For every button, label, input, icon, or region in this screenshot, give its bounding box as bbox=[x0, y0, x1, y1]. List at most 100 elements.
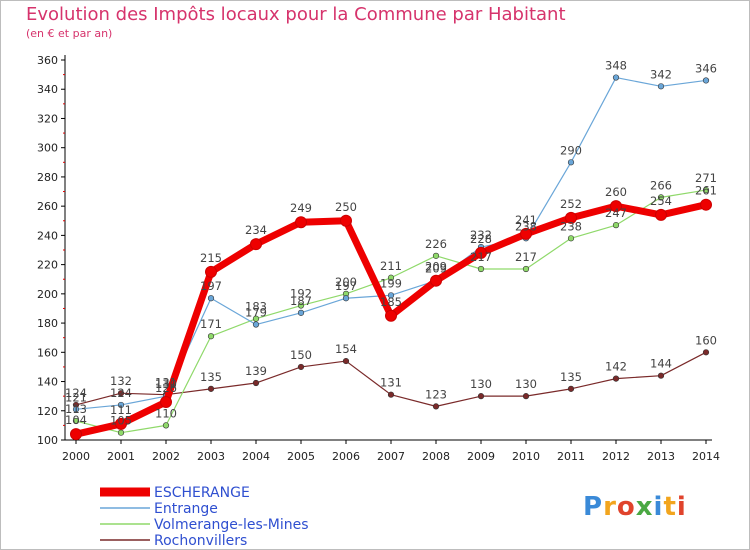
chart-axes: 100 120 140 160 180 200 220 240 260 280 300 320 340 3… bbox=[37, 54, 720, 463]
chart-legend: ESCHERANGEEntrangeVolmerange-les-MinesRo… bbox=[100, 485, 309, 549]
y-tick-label: 160 bbox=[37, 346, 58, 359]
data-label: 261 bbox=[695, 184, 717, 198]
data-point bbox=[340, 214, 352, 227]
data-label: 249 bbox=[290, 201, 312, 215]
data-label: 238 bbox=[515, 219, 537, 233]
data-point bbox=[565, 211, 577, 224]
data-point bbox=[387, 292, 395, 299]
data-label: 211 bbox=[380, 259, 402, 273]
data-label: 252 bbox=[560, 197, 582, 211]
data-label: 179 bbox=[245, 306, 267, 320]
data-point bbox=[117, 390, 125, 397]
data-point bbox=[432, 403, 440, 410]
data-label: 131 bbox=[155, 376, 177, 390]
data-label: 232 bbox=[470, 228, 492, 242]
x-tick-label: 2005 bbox=[287, 450, 315, 463]
data-label: 185 bbox=[380, 295, 402, 309]
data-label: 135 bbox=[560, 370, 582, 384]
data-label: 187 bbox=[290, 294, 312, 308]
data-point bbox=[117, 401, 125, 409]
data-label: 121 bbox=[65, 390, 87, 404]
data-point bbox=[297, 302, 305, 309]
data-point bbox=[432, 252, 440, 259]
y-tick-label: 140 bbox=[37, 376, 58, 389]
data-point bbox=[567, 385, 575, 392]
x-tick-label: 2011 bbox=[557, 450, 585, 463]
data-label: 124 bbox=[65, 386, 87, 400]
y-tick-label: 100 bbox=[37, 434, 58, 447]
data-point bbox=[522, 265, 530, 273]
data-label: 131 bbox=[380, 376, 402, 390]
y-tick-label: 120 bbox=[37, 405, 58, 418]
data-point bbox=[567, 159, 575, 166]
data-point bbox=[700, 198, 712, 211]
data-label: 226 bbox=[425, 237, 447, 251]
data-point bbox=[252, 379, 260, 387]
data-point bbox=[207, 295, 215, 302]
logo-letter: t bbox=[663, 492, 677, 522]
chart-series bbox=[70, 74, 712, 441]
chart-subtitle: (en € et par an) bbox=[26, 27, 113, 40]
logo-letter: o bbox=[616, 492, 636, 522]
data-point bbox=[702, 349, 710, 356]
chart-title: Evolution des Impôts locaux pour la Comm… bbox=[26, 4, 566, 25]
data-label: 348 bbox=[605, 59, 627, 73]
x-tick-label: 2007 bbox=[377, 450, 405, 463]
data-label: 183 bbox=[245, 300, 267, 314]
data-point bbox=[655, 208, 667, 221]
data-point bbox=[385, 309, 397, 322]
data-label: 199 bbox=[380, 276, 402, 290]
data-label: 171 bbox=[200, 317, 222, 331]
data-point bbox=[610, 200, 622, 213]
data-label: 144 bbox=[650, 357, 672, 371]
data-label: 346 bbox=[695, 61, 717, 75]
data-point bbox=[342, 295, 350, 302]
data-label: 271 bbox=[695, 171, 717, 185]
legend-label: ESCHERANGE bbox=[154, 485, 250, 501]
x-tick-label: 2006 bbox=[332, 450, 360, 463]
data-label: 124 bbox=[110, 386, 132, 400]
data-point bbox=[342, 357, 350, 365]
data-point bbox=[207, 385, 215, 392]
proxiti-logo: Proxiti bbox=[583, 492, 687, 522]
data-label: 139 bbox=[245, 364, 267, 378]
data-point bbox=[297, 363, 305, 371]
y-tick-label: 260 bbox=[37, 200, 58, 213]
data-point bbox=[297, 309, 305, 316]
data-point bbox=[702, 77, 710, 84]
data-point bbox=[72, 406, 80, 413]
x-tick-label: 2004 bbox=[242, 450, 270, 463]
x-tick-label: 2002 bbox=[152, 450, 180, 463]
x-tick-label: 2009 bbox=[467, 450, 495, 463]
data-point bbox=[430, 274, 442, 287]
data-label: 105 bbox=[110, 414, 132, 428]
x-tick-label: 2014 bbox=[692, 450, 720, 463]
data-label: 113 bbox=[65, 402, 87, 416]
data-label: 130 bbox=[515, 377, 537, 391]
data-label: 228 bbox=[470, 232, 492, 246]
data-point bbox=[612, 222, 620, 229]
data-point bbox=[295, 216, 307, 229]
data-label: 104 bbox=[65, 413, 87, 427]
data-label: 197 bbox=[200, 279, 222, 293]
data-point bbox=[702, 186, 710, 194]
data-point bbox=[115, 417, 127, 430]
data-point bbox=[567, 235, 575, 242]
data-point bbox=[612, 375, 620, 382]
logo-letter: i bbox=[676, 492, 687, 522]
data-label: 290 bbox=[560, 143, 582, 157]
y-tick-label: 340 bbox=[37, 83, 58, 96]
data-point bbox=[205, 265, 217, 278]
data-label: 209 bbox=[425, 260, 447, 274]
data-label: 217 bbox=[470, 250, 492, 264]
x-tick-label: 2010 bbox=[512, 450, 540, 463]
data-label: 160 bbox=[695, 333, 717, 347]
legend-label: Volmerange-les-Mines bbox=[154, 517, 309, 533]
legend-label: Entrange bbox=[154, 501, 218, 517]
data-label: 132 bbox=[110, 374, 132, 388]
data-point bbox=[612, 74, 620, 81]
data-label: 254 bbox=[650, 194, 672, 208]
x-tick-label: 2000 bbox=[62, 450, 90, 463]
logo-letter: x bbox=[635, 492, 654, 522]
data-label: 126 bbox=[155, 381, 177, 395]
